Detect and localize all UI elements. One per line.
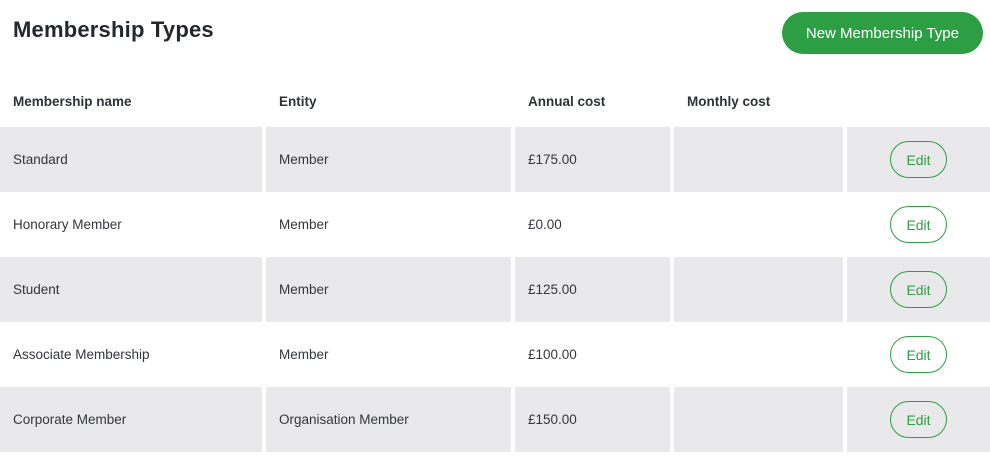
cell-entity: Member — [266, 192, 511, 257]
cell-monthly-cost — [674, 257, 843, 322]
column-header-monthly-cost: Monthly cost — [674, 75, 843, 127]
cell-actions: Edit — [847, 127, 990, 192]
page-title: Membership Types — [13, 17, 214, 42]
cell-actions: Edit — [847, 192, 990, 257]
cell-actions: Edit — [847, 387, 990, 452]
edit-button[interactable]: Edit — [890, 336, 947, 373]
cell-entity: Member — [266, 322, 511, 387]
cell-monthly-cost — [674, 127, 843, 192]
cell-actions: Edit — [847, 257, 990, 322]
cell-entity: Member — [266, 127, 511, 192]
cell-annual-cost: £100.00 — [515, 322, 670, 387]
column-header-annual-cost: Annual cost — [515, 75, 670, 127]
cell-monthly-cost — [674, 192, 843, 257]
cell-annual-cost: £175.00 — [515, 127, 670, 192]
cell-membership-name: Corporate Member — [0, 387, 262, 452]
column-header-entity: Entity — [266, 75, 511, 127]
cell-annual-cost: £0.00 — [515, 192, 670, 257]
column-header-actions — [847, 75, 990, 127]
cell-entity: Member — [266, 257, 511, 322]
cell-membership-name: Honorary Member — [0, 192, 262, 257]
cell-membership-name: Associate Membership — [0, 322, 262, 387]
new-membership-type-button[interactable]: New Membership Type — [781, 12, 983, 54]
edit-button[interactable]: Edit — [890, 206, 947, 243]
edit-button[interactable]: Edit — [890, 141, 947, 178]
cell-monthly-cost — [674, 387, 843, 452]
cell-actions: Edit — [847, 322, 990, 387]
cell-annual-cost: £125.00 — [515, 257, 670, 322]
cell-monthly-cost — [674, 322, 843, 387]
cell-annual-cost: £150.00 — [515, 387, 670, 452]
membership-types-table: Membership name Entity Annual cost Month… — [0, 75, 990, 452]
edit-button[interactable]: Edit — [890, 401, 947, 438]
cell-membership-name: Standard — [0, 127, 262, 192]
page-header: Membership Types New Membership Type — [0, 0, 990, 66]
column-header-membership-name: Membership name — [0, 75, 262, 127]
edit-button[interactable]: Edit — [890, 271, 947, 308]
cell-membership-name: Student — [0, 257, 262, 322]
cell-entity: Organisation Member — [266, 387, 511, 452]
